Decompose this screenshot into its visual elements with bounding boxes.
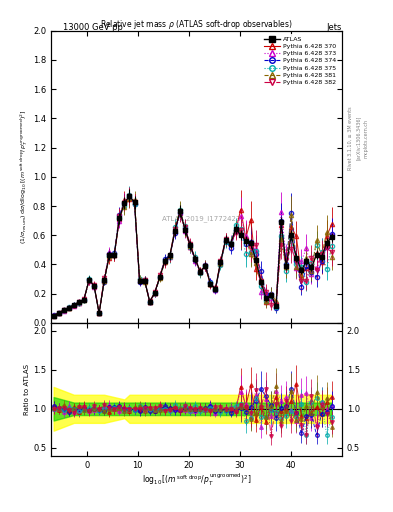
Text: ATLAS 2019_I1772423: ATLAS 2019_I1772423: [162, 216, 240, 222]
Text: Rivet 3.1.10, ≥ 3M events: Rivet 3.1.10, ≥ 3M events: [348, 106, 353, 170]
Legend: ATLAS, Pythia 6.428 370, Pythia 6.428 373, Pythia 6.428 374, Pythia 6.428 375, P: ATLAS, Pythia 6.428 370, Pythia 6.428 37…: [262, 34, 339, 88]
Text: 13000 GeV pp: 13000 GeV pp: [63, 23, 123, 32]
Title: Relative jet mass $\rho$ (ATLAS soft-drop observables): Relative jet mass $\rho$ (ATLAS soft-dro…: [100, 18, 293, 31]
Y-axis label: Ratio to ATLAS: Ratio to ATLAS: [24, 364, 30, 415]
Text: mcplots.cern.ch: mcplots.cern.ch: [364, 119, 369, 158]
Y-axis label: $(1/\sigma_\mathrm{resum})\ \mathrm{d}\sigma/\mathrm{d}\log_{10}[(m^{\,\mathrm{s: $(1/\sigma_\mathrm{resum})\ \mathrm{d}\s…: [19, 110, 30, 244]
X-axis label: $\log_{10}[(m^{\,\mathrm{soft\ drop}}/p_T^{\,\mathrm{ungroomed}})^2]$: $\log_{10}[(m^{\,\mathrm{soft\ drop}}/p_…: [142, 472, 251, 488]
Text: [arXiv:1306.3436]: [arXiv:1306.3436]: [356, 116, 361, 160]
Text: Jets: Jets: [327, 23, 342, 32]
